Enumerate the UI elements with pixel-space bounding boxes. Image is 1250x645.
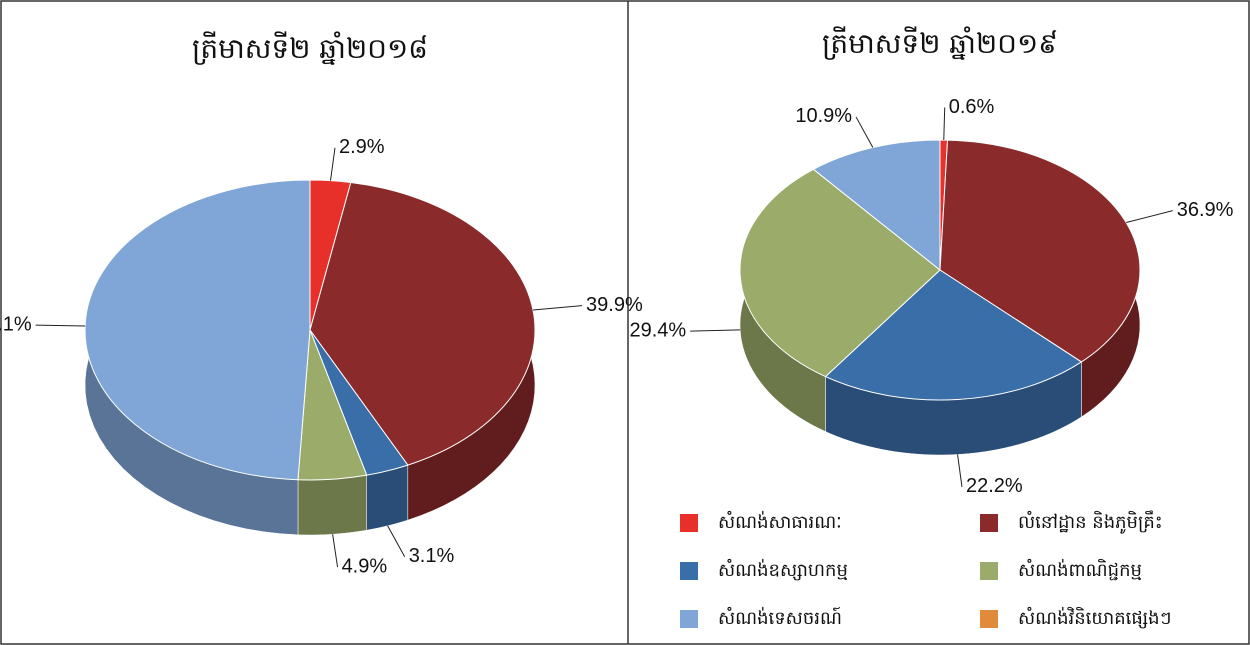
legend-swatch — [980, 610, 998, 628]
data-label: 36.9% — [1177, 199, 1234, 221]
leader-line — [943, 107, 946, 141]
slice — [739, 168, 941, 378]
leader-line — [957, 454, 963, 487]
legend-swatch — [680, 514, 698, 532]
data-label: 10.9% — [795, 105, 852, 127]
data-label: 4.9% — [342, 555, 388, 577]
legend-label: សំណង់ពាណិជ្ជកម្ម — [1018, 558, 1142, 581]
chart-title: ត្រីមាសទី២ ឆ្នាំ២០១៩ — [822, 26, 1058, 60]
leader-line — [532, 305, 583, 311]
data-label: 0.6% — [949, 96, 995, 118]
leader-line — [387, 525, 406, 558]
data-label: 2.9% — [339, 136, 385, 158]
legend-swatch — [680, 610, 698, 628]
data-label: 29.4% — [629, 319, 686, 341]
slice — [812, 139, 941, 272]
legend-label: សំណង់ទេសចរណ៍ — [718, 606, 842, 629]
slice — [824, 269, 1083, 401]
data-label: 39.9% — [586, 294, 643, 316]
slice — [939, 139, 1141, 363]
leader-line — [332, 534, 339, 568]
slice-side — [297, 474, 367, 536]
legend-swatch — [980, 562, 998, 580]
leader-line — [35, 324, 86, 327]
legend-label: សំណង់វិនិយោគផ្សេងៗ — [1018, 606, 1171, 629]
legend-label: លំនៅដ្ឋាន និងភូមិគ្រឹះ — [1018, 510, 1163, 534]
leader-line — [329, 147, 336, 181]
data-label: 3.1% — [409, 545, 455, 567]
leader-line — [855, 116, 874, 148]
data-label: 22.2% — [966, 475, 1023, 497]
data-label: 49.1% — [0, 313, 32, 335]
legend-swatch — [680, 562, 698, 580]
legend-swatch — [980, 514, 998, 532]
slice-side — [366, 464, 409, 531]
legend-label: សំណង់សាធារណៈ — [718, 510, 842, 533]
leader-line — [690, 329, 741, 332]
legend-label: សំណង់ឧស្សាហកម្ម — [718, 558, 848, 581]
leader-line — [1126, 210, 1173, 224]
chart-title: ត្រីមាសទី២ ឆ្នាំ២០១៨ — [192, 31, 428, 65]
